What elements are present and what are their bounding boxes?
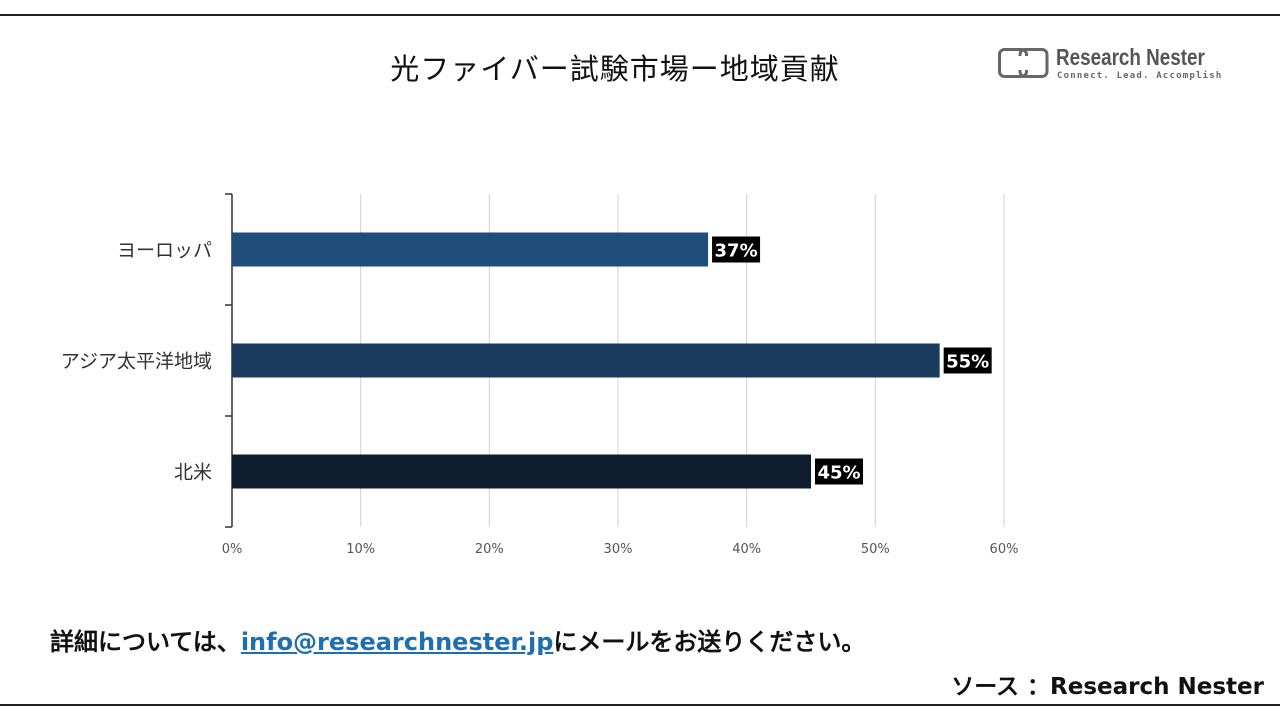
footer-prefix: 詳細については、 (50, 628, 241, 656)
x-tick-label: 0% (222, 542, 243, 557)
category-label: 北米 (174, 462, 212, 484)
logo-name: Research Nester (1056, 44, 1205, 70)
data-label-background (712, 236, 761, 263)
data-label: 45% (817, 463, 860, 484)
data-label-background (943, 347, 992, 374)
footer-note: 詳細については、info@researchnester.jpにメールをお送りくだ… (50, 622, 865, 657)
bar (232, 343, 940, 378)
logo-tagline: Connect. Lead. Accomplish (1057, 71, 1223, 81)
category-label: ヨーロッパ (117, 240, 212, 262)
chart-title: 光ファイバー試験市場ー地域貢献 (390, 52, 840, 86)
research-nester-logo: Research Nester Connect. Lead. Accomplis… (998, 44, 1248, 84)
x-tick-label: 50% (861, 542, 890, 557)
x-tick-label: 30% (604, 542, 633, 557)
footer-suffix: にメールをお送りください。 (553, 628, 866, 656)
email-link[interactable]: info@researchnester.jp (240, 628, 554, 656)
data-label: 37% (715, 241, 758, 262)
top-rule (0, 14, 1280, 16)
category-label: アジア太平洋地域 (61, 351, 212, 373)
source-credit: ソース ：Research Nester (951, 674, 1264, 700)
bar (232, 232, 709, 267)
x-tick-label: 40% (732, 542, 761, 557)
logo-mark-icon (998, 48, 1049, 78)
x-tick-label: 60% (990, 542, 1019, 557)
data-label: 55% (946, 352, 989, 373)
x-tick-label: 20% (475, 542, 504, 557)
x-tick-label: 10% (346, 542, 375, 557)
bar (232, 454, 811, 489)
data-label-background (815, 458, 863, 485)
bottom-rule (0, 704, 1280, 706)
